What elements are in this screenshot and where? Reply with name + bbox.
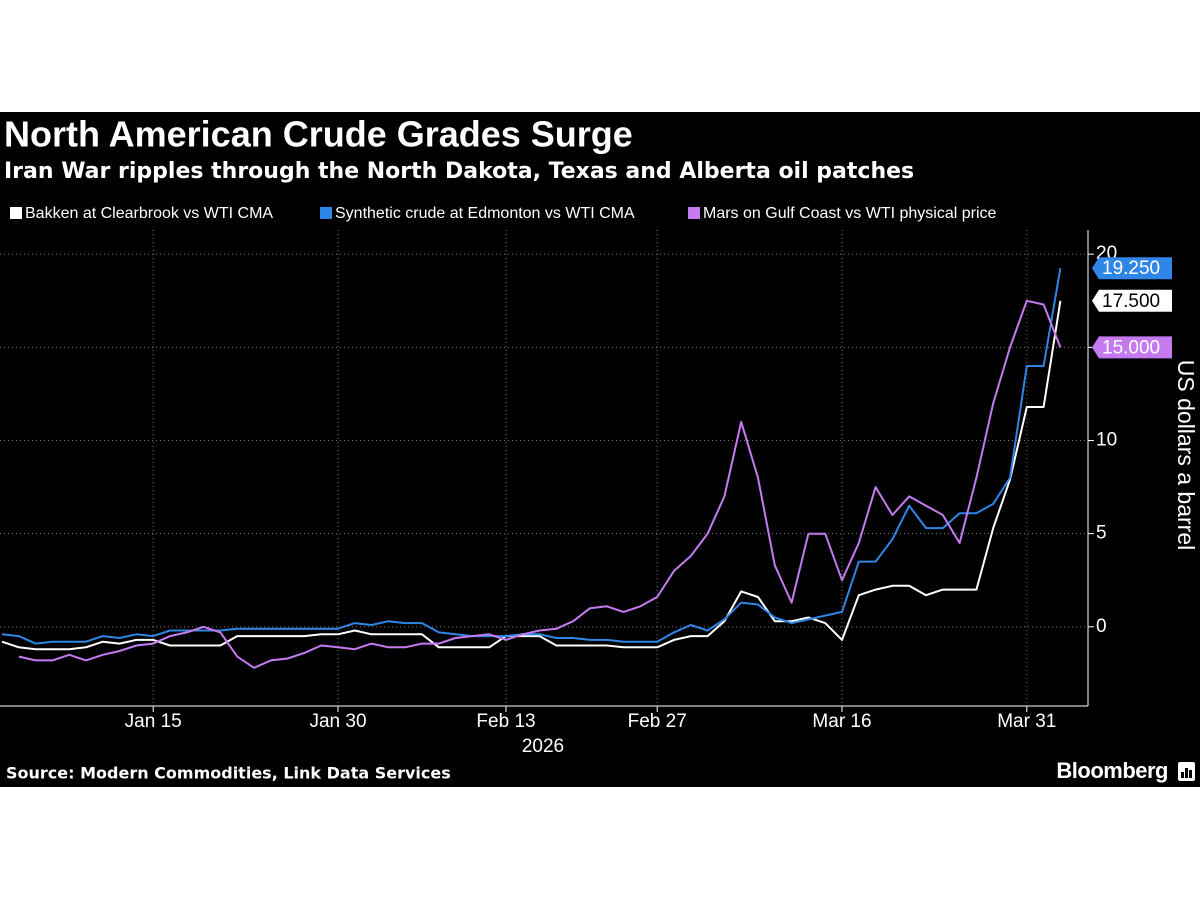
x-tick-label: Feb 27 (628, 711, 687, 732)
value-tag (1092, 336, 1172, 359)
chart-background (0, 112, 1200, 787)
source-note: Source: Modern Commodities, Link Data Se… (6, 764, 451, 783)
y-tick-label: 0 (1096, 616, 1107, 637)
brand-icon (1178, 762, 1195, 781)
legend-label: Synthetic crude at Edmonton vs WTI CMA (335, 205, 635, 222)
value-tag (1092, 289, 1172, 312)
x-tick-label: Jan 30 (309, 711, 366, 732)
chart-subtitle: Iran War ripples through the North Dakot… (4, 159, 914, 184)
x-axis-label: 2026 (522, 736, 564, 757)
x-tick-label: Mar 31 (997, 711, 1056, 732)
y-axis-title: US dollars a barrel (1173, 360, 1199, 550)
x-tick-label: Mar 16 (812, 711, 871, 732)
brand-logo: Bloomberg (1056, 758, 1168, 783)
brand-icon-bar (1181, 772, 1184, 778)
value-label: 15.000 (1102, 337, 1160, 358)
series-line (18, 299, 1062, 669)
chart-title: North American Crude Grades Surge (4, 114, 633, 155)
value-label: 17.500 (1102, 291, 1160, 312)
value-label: 19.250 (1102, 258, 1160, 279)
x-tick-label: Feb 13 (476, 711, 535, 732)
series-line (1, 300, 1062, 651)
legend-label: Bakken at Clearbrook vs WTI CMA (25, 205, 273, 222)
legend-swatch (320, 207, 332, 219)
brand-icon-bar (1185, 768, 1188, 778)
y-tick-label: 5 (1096, 523, 1107, 544)
brand-icon-bar (1189, 770, 1192, 778)
legend-label: Mars on Gulf Coast vs WTI physical price (703, 205, 997, 222)
series-line (1, 268, 1062, 645)
y-tick-label: 10 (1096, 430, 1117, 451)
legend-swatch (688, 207, 700, 219)
legend-swatch (10, 207, 22, 219)
value-tag (1092, 257, 1172, 280)
x-tick-label: Jan 15 (125, 711, 182, 732)
